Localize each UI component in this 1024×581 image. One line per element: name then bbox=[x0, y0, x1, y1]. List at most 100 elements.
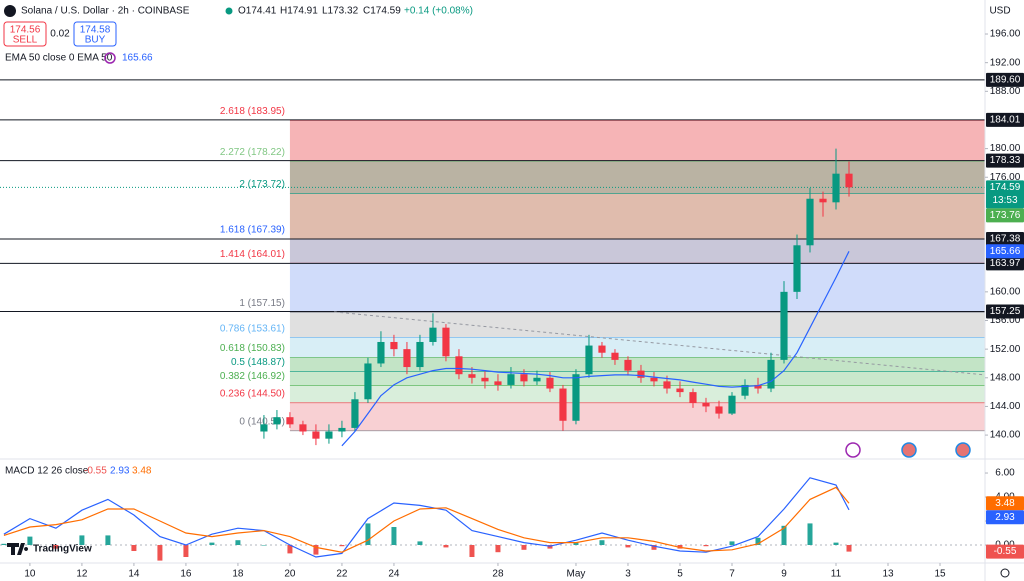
signal-value-label-box bbox=[986, 496, 1024, 511]
histogram-bar bbox=[79, 535, 85, 546]
sell-price[interactable]: 174.56 bbox=[10, 25, 41, 36]
candle-body bbox=[676, 388, 684, 393]
macd-value-label-box bbox=[986, 510, 1024, 525]
countdown: 13:53 bbox=[992, 195, 1017, 206]
macd-layer bbox=[0, 477, 985, 561]
candle-body bbox=[793, 245, 801, 292]
x-tick-label: 3 bbox=[625, 569, 631, 580]
candle-body bbox=[663, 381, 671, 389]
level-price-label-box bbox=[986, 231, 1024, 246]
histogram-bar bbox=[599, 540, 605, 546]
fib-band bbox=[289, 371, 986, 386]
candle-body bbox=[455, 356, 463, 375]
fib-layer: 0 (140.59) 0.236 (144.50) 0.382 (146.92) 0.… bbox=[220, 106, 986, 432]
histogram-bar bbox=[729, 541, 735, 546]
candle-body bbox=[845, 173, 853, 188]
fib-level-label: 0.618 (150.83) bbox=[220, 343, 285, 354]
level-price-label: 167.38 bbox=[990, 234, 1021, 245]
signal-line-value: 3.48 bbox=[132, 466, 152, 477]
x-tick-label: 15 bbox=[934, 569, 946, 580]
x-tick-label: 12 bbox=[76, 569, 88, 580]
level-price-label: 184.01 bbox=[990, 115, 1021, 126]
x-tick-label: 10 bbox=[24, 569, 36, 580]
spread: 0.02 bbox=[50, 29, 70, 40]
histogram-bar bbox=[573, 542, 579, 546]
signal-value-label: 3.48 bbox=[995, 498, 1015, 509]
ema-line bbox=[341, 251, 850, 447]
histogram-bar bbox=[131, 545, 137, 552]
macd-line-value: 2.93 bbox=[110, 466, 130, 477]
ema-price-label: 165.66 bbox=[990, 246, 1021, 257]
candle-body bbox=[377, 341, 385, 364]
market-status bbox=[225, 7, 233, 15]
candle-body bbox=[715, 406, 723, 414]
y-tick-label: 140.00 bbox=[990, 430, 1021, 441]
candle-body bbox=[429, 327, 437, 342]
macd-hist-value: -0.55 bbox=[84, 466, 107, 477]
buy-label[interactable]: BUY bbox=[85, 35, 106, 46]
candle-body bbox=[299, 424, 307, 432]
ema-settings-icon[interactable] bbox=[104, 52, 116, 64]
sell-button[interactable] bbox=[3, 21, 47, 47]
candle-body bbox=[325, 431, 333, 439]
candle-body bbox=[741, 384, 749, 396]
x-tick-label: 22 bbox=[336, 569, 348, 580]
y-tick-label: 188.00 bbox=[990, 86, 1021, 97]
histogram-bar bbox=[781, 525, 787, 546]
y-tick-label: 196.00 bbox=[990, 29, 1021, 40]
histogram-value-label: -0.55 bbox=[994, 546, 1017, 557]
x-tick-label: 5 bbox=[677, 569, 683, 580]
candle-layer bbox=[260, 148, 853, 447]
trendline bbox=[334, 311, 986, 376]
candle-body bbox=[312, 431, 320, 439]
histogram-bar bbox=[1, 543, 7, 546]
histogram-bar bbox=[365, 523, 371, 546]
candle-body bbox=[832, 173, 840, 203]
y-tick-label: 192.00 bbox=[990, 57, 1021, 68]
histogram-bar bbox=[339, 545, 345, 547]
x-tick-label: 18 bbox=[232, 569, 244, 580]
histogram-bar bbox=[625, 545, 631, 548]
fib-level-label: 0 (140.59) bbox=[239, 416, 285, 427]
level-price-label: 178.33 bbox=[990, 155, 1021, 166]
histogram-bar bbox=[53, 545, 59, 549]
x-tick-label: 20 bbox=[284, 569, 296, 580]
candle-body bbox=[585, 345, 593, 375]
x-tick-label: 16 bbox=[180, 569, 192, 580]
histogram-bar bbox=[313, 545, 319, 555]
candle-body bbox=[598, 345, 606, 353]
y-tick-label: 6.00 bbox=[995, 468, 1015, 479]
settings-icon[interactable] bbox=[1000, 568, 1010, 578]
candle-body bbox=[806, 198, 814, 246]
level-price-label: 157.25 bbox=[990, 306, 1021, 317]
candle-body bbox=[494, 381, 502, 385]
candle-body bbox=[728, 395, 736, 414]
macd-line bbox=[3, 486, 850, 553]
y-tick-label: 152.00 bbox=[990, 344, 1021, 355]
candle-body bbox=[754, 384, 762, 389]
economic-event-icon[interactable] bbox=[901, 442, 917, 458]
histogram-bar bbox=[287, 545, 293, 554]
histogram-bar bbox=[391, 527, 397, 546]
sell-label[interactable]: SELL bbox=[13, 35, 38, 46]
current-price-label: 174.59 bbox=[990, 182, 1021, 193]
histogram-bar bbox=[157, 545, 163, 561]
macd-title: MACD 12 26 close bbox=[5, 466, 89, 477]
watermark-logo bbox=[7, 543, 29, 555]
x-tick-label: 11 bbox=[831, 569, 842, 580]
histogram-bar bbox=[417, 541, 423, 546]
fib-level-label: 0.382 (146.92) bbox=[220, 371, 285, 382]
ema-legend: EMA 50 close 0 EMA 50 bbox=[5, 53, 113, 64]
candle-body bbox=[611, 352, 619, 360]
x-tick-label: 9 bbox=[781, 569, 787, 580]
economic-event-icon[interactable] bbox=[955, 442, 971, 458]
ema-legend-value: 165.66 bbox=[122, 53, 153, 64]
histogram-bar bbox=[469, 545, 475, 558]
fib-level-label: 1 (157.15) bbox=[239, 298, 285, 309]
fib-band bbox=[289, 385, 986, 403]
buy-price[interactable]: 174.58 bbox=[80, 25, 111, 36]
x-tick-label: 28 bbox=[492, 569, 504, 580]
event-icon[interactable] bbox=[845, 442, 861, 458]
buy-button[interactable] bbox=[73, 21, 117, 47]
ohlc-change: +0.14 (+0.08%) bbox=[404, 6, 473, 17]
